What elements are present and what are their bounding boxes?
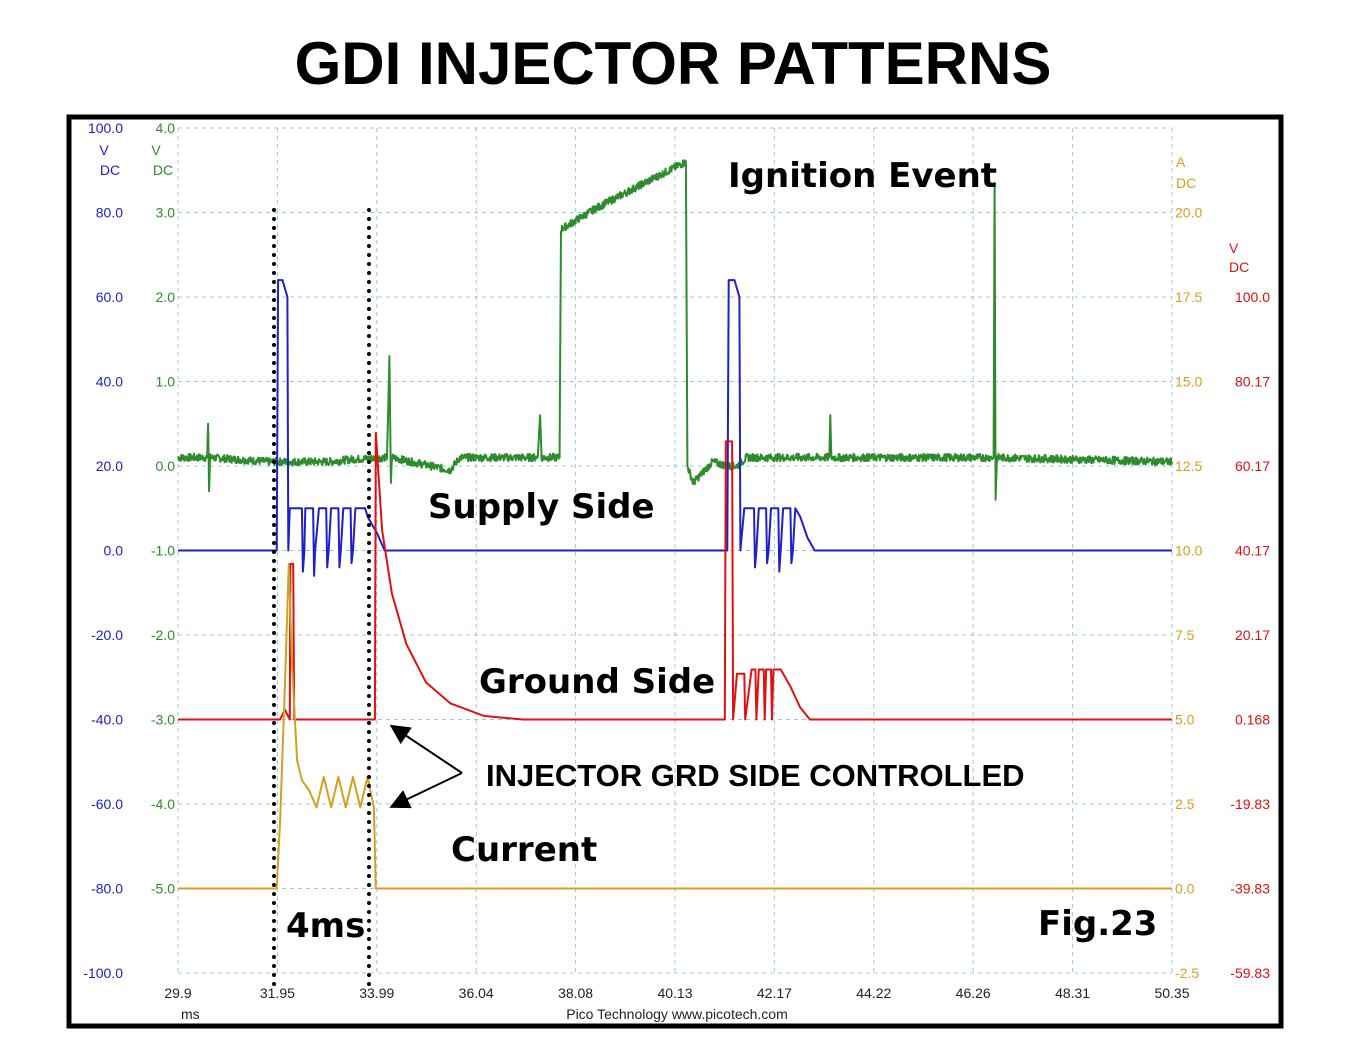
orange-series-line	[178, 563, 1172, 890]
x-tick-label: 40.13	[657, 985, 692, 1001]
x-tick-label: 36.04	[459, 985, 494, 1001]
markers	[272, 208, 463, 987]
x-tick-label: 46.26	[956, 985, 991, 1001]
annotation-injector-grd-side: INJECTOR GRD SIDE CONTROLLED	[486, 758, 1025, 793]
green-unit-dc: DC	[153, 162, 173, 178]
arrow-upper	[389, 724, 463, 774]
orange-y-tick-label: 2.5	[1175, 796, 1195, 812]
annotation-fig23: Fig.23	[1038, 904, 1157, 944]
blue-y-tick-label: 80.0	[96, 205, 123, 221]
blue-y-tick-label: 100.0	[88, 120, 123, 136]
x-tick-label: 33.99	[359, 985, 394, 1001]
blue-y-tick-label: -40.0	[91, 712, 123, 728]
x-tick-label: 38.08	[558, 985, 593, 1001]
orange-y-tick-label: 10.0	[1175, 543, 1202, 559]
red-y-tick-label: 0.168	[1235, 712, 1270, 728]
green-y-tick-label: 4.0	[156, 120, 176, 136]
blue-y-tick-label: -100.0	[83, 965, 123, 981]
orange-y-tick-label: 0.0	[1175, 881, 1195, 897]
annotation-ignition-event: Ignition Event	[728, 156, 997, 196]
x-tick-label: 29.9	[164, 985, 191, 1001]
green-y-tick-label: -1.0	[151, 543, 175, 559]
x-unit-label: ms	[181, 1006, 200, 1022]
units: V DC V DC A DC V DC ms Pico Technology w…	[99, 142, 1249, 1022]
green-y-tick-label: -2.0	[151, 627, 175, 643]
tick-labels: 29.9 31.95 33.99 36.04 38.08 40.13 42.17 44.22 4…	[83, 120, 1270, 1001]
green-y-tick-label: -3.0	[151, 712, 175, 728]
red-y-tick-label: 20.17	[1235, 627, 1270, 643]
x-tick-label: 44.22	[856, 985, 891, 1001]
blue-y-tick-label: -60.0	[91, 796, 123, 812]
footer-credit: Pico Technology www.picotech.com	[566, 1006, 788, 1022]
x-tick-label: 42.17	[757, 985, 792, 1001]
red-series-line	[178, 431, 1172, 721]
x-tick-label: 31.95	[260, 985, 295, 1001]
orange-unit-dc: DC	[1176, 175, 1196, 191]
red-y-tick-label: 40.17	[1235, 543, 1270, 559]
annotation-4ms: 4ms	[286, 906, 365, 946]
orange-y-tick-label: 7.5	[1175, 627, 1195, 643]
green-y-tick-label: -4.0	[151, 796, 175, 812]
x-tick-label: 48.31	[1055, 985, 1090, 1001]
annotations: Ignition Event Supply Side Ground Side I…	[286, 156, 1157, 946]
orange-y-tick-label: 20.0	[1175, 205, 1202, 221]
blue-y-tick-label: -20.0	[91, 627, 123, 643]
green-y-tick-label: 0.0	[156, 458, 176, 474]
orange-y-tick-label: 5.0	[1175, 712, 1195, 728]
green-unit-v: V	[151, 142, 161, 158]
annotation-ground-side: Ground Side	[479, 662, 715, 702]
blue-y-tick-label: 40.0	[96, 374, 123, 390]
green-y-tick-label: 1.0	[156, 374, 176, 390]
orange-y-tick-label: 12.5	[1175, 458, 1202, 474]
orange-y-tick-label: -2.5	[1175, 965, 1199, 981]
red-y-tick-label: 60.17	[1235, 458, 1270, 474]
blue-y-tick-label: 0.0	[104, 543, 124, 559]
orange-y-tick-label: 15.0	[1175, 374, 1202, 390]
annotation-supply-side: Supply Side	[428, 487, 655, 527]
arrow-lower	[389, 772, 463, 809]
chart-title: GDI INJECTOR PATTERNS	[295, 30, 1052, 97]
annotation-current: Current	[451, 830, 597, 870]
red-unit-dc: DC	[1229, 259, 1249, 275]
red-y-tick-label: 100.0	[1235, 289, 1270, 305]
green-y-tick-label: 3.0	[156, 205, 176, 221]
orange-y-tick-label: 17.5	[1175, 289, 1202, 305]
grid	[177, 127, 1173, 974]
red-y-tick-label: -59.83	[1230, 965, 1270, 981]
orange-unit-a: A	[1176, 154, 1186, 170]
blue-unit-dc: DC	[100, 162, 120, 178]
red-unit-v: V	[1229, 240, 1239, 256]
blue-y-tick-label: -80.0	[91, 881, 123, 897]
blue-y-tick-label: 60.0	[96, 289, 123, 305]
red-y-tick-label: -39.83	[1230, 881, 1270, 897]
blue-y-tick-label: 20.0	[96, 458, 123, 474]
red-y-tick-label: 80.17	[1235, 374, 1270, 390]
red-y-tick-label: -19.83	[1230, 796, 1270, 812]
blue-unit-v: V	[99, 142, 109, 158]
x-tick-label: 50.35	[1154, 985, 1189, 1001]
green-y-tick-label: 2.0	[156, 289, 176, 305]
green-series-line	[177, 159, 1173, 501]
green-y-tick-label: -5.0	[151, 881, 175, 897]
